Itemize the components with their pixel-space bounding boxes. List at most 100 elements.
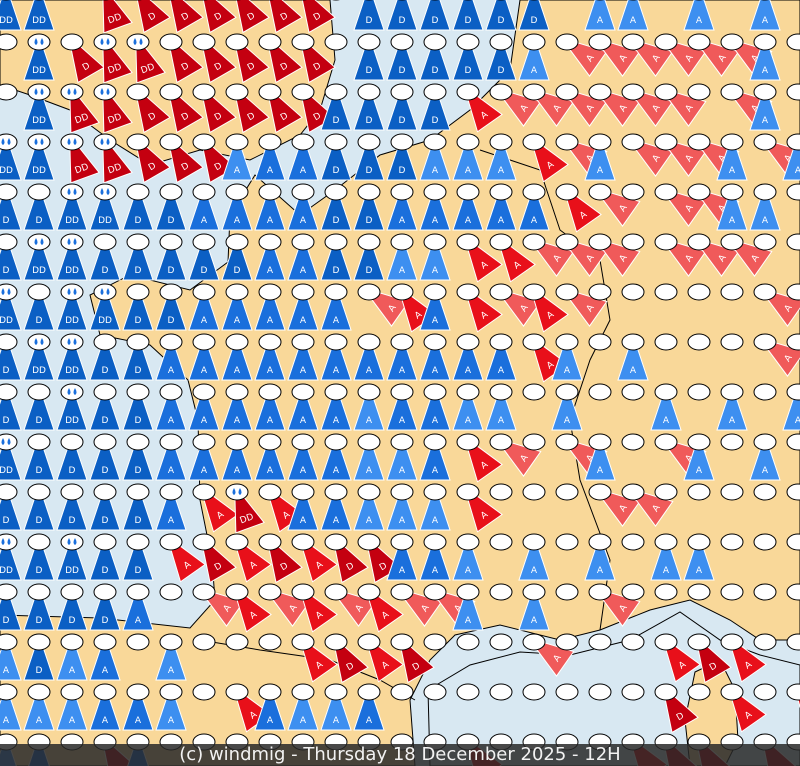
cloud-cover-ellipse [159,133,183,151]
wind-label: A [432,516,439,526]
wind-glyph [621,183,645,201]
wind-glyph: A [287,683,319,731]
wind-glyph: A [419,133,451,181]
cloud-cover-ellipse [753,233,777,251]
cloud-cover-ellipse [192,583,216,601]
wind-glyph [555,483,579,501]
wind-glyph: D [159,33,204,84]
wind-glyph: D [56,583,88,631]
wind-label: A [750,253,762,264]
wind-glyph: A [353,683,385,731]
cloud-cover-ellipse [324,483,348,501]
wind-label: D [147,111,158,123]
wind-label: DD [239,512,256,526]
wind-arrow-shape [267,0,303,34]
wind-glyph: A [456,433,503,483]
wind-label: D [147,11,158,23]
wind-label: A [168,716,175,726]
wind-label: A [750,53,762,64]
wind-glyph: A [320,433,352,481]
wind-glyph [687,83,711,101]
wind-glyph: A [716,133,748,181]
wind-glyph: D [320,233,352,281]
wind-glyph: D [299,0,336,34]
cloud-cover-ellipse [687,483,711,501]
cloud-cover-ellipse [753,633,777,651]
wind-glyph: D [225,83,270,134]
cloud-cover-ellipse [753,283,777,301]
cloud-cover-ellipse [60,583,84,601]
wind-glyph: A [419,533,451,581]
wind-label: A [333,316,340,326]
wind-label: A [267,316,274,326]
wind-glyph: D [0,483,22,531]
cloud-cover-ellipse [456,633,480,651]
wind-label: A [432,166,439,176]
wind-glyph: A [749,33,781,81]
wind-glyph: A [254,283,286,331]
wind-label: A [663,416,670,426]
cloud-cover-ellipse [555,683,579,701]
wind-glyph: D [23,533,55,581]
wind-glyph [720,283,744,301]
wind-label: D [531,16,538,26]
cloud-cover-ellipse [720,633,744,651]
wind-label: A [630,16,637,26]
wind-glyph: A [386,383,418,431]
cloud-cover-ellipse [192,333,216,351]
cloud-cover-ellipse [27,383,51,401]
wind-glyph [753,533,777,551]
wind-glyph: A [551,383,583,431]
wind-glyph [621,283,645,301]
wind-glyph: A [89,633,121,681]
wind-glyph: A [122,583,154,631]
cloud-cover-ellipse [324,533,348,551]
wind-label: D [234,266,241,276]
cloud-cover-ellipse [225,33,249,51]
cloud-cover-ellipse [192,683,216,701]
cloud-cover-ellipse [159,183,183,201]
cloud-cover-ellipse [423,133,447,151]
cloud-cover-ellipse [159,83,183,101]
cloud-cover-ellipse [588,183,612,201]
cloud-cover-ellipse [390,633,414,651]
cloud-cover-ellipse [456,383,480,401]
wind-glyph: D [485,33,517,81]
wind-arrow: DD [0,0,22,31]
wind-label: DD [0,316,13,326]
wind-label: DD [107,12,124,26]
cloud-cover-ellipse [291,283,315,301]
cloud-cover-ellipse [357,533,381,551]
wind-arrow-shape [234,0,270,34]
wind-glyph [555,633,579,651]
cloud-cover-ellipse [456,583,480,601]
cloud-cover-ellipse [126,283,150,301]
wind-glyph: A [452,533,484,581]
wind-glyph: A [258,483,305,533]
wind-glyph: A [287,183,319,231]
wind-label: A [498,166,505,176]
wind-glyph [588,383,612,401]
rain-drop-icon [67,388,77,395]
wind-label: D [465,16,472,26]
wind-glyph: D [89,483,121,531]
cloud-cover-ellipse [489,283,513,301]
wind-label: D [333,166,340,176]
wind-glyph: A [155,383,187,431]
wind-glyph [0,33,18,51]
wind-arrow: DD [234,492,265,534]
wind-glyph: A [419,183,451,231]
wind-label: D [102,566,109,576]
cloud-cover-ellipse [159,433,183,451]
cloud-cover-ellipse [456,133,480,151]
wind-label: A [717,153,729,164]
cloud-cover-ellipse [60,283,84,301]
cloud-cover-ellipse [786,383,800,401]
wind-glyph: A [225,683,272,733]
cloud-cover-ellipse [93,433,117,451]
wind-label: D [411,661,422,673]
wind-glyph [621,533,645,551]
wind-label: A [651,153,663,164]
wind-glyph: A [390,283,437,333]
cloud-cover-ellipse [753,533,777,551]
